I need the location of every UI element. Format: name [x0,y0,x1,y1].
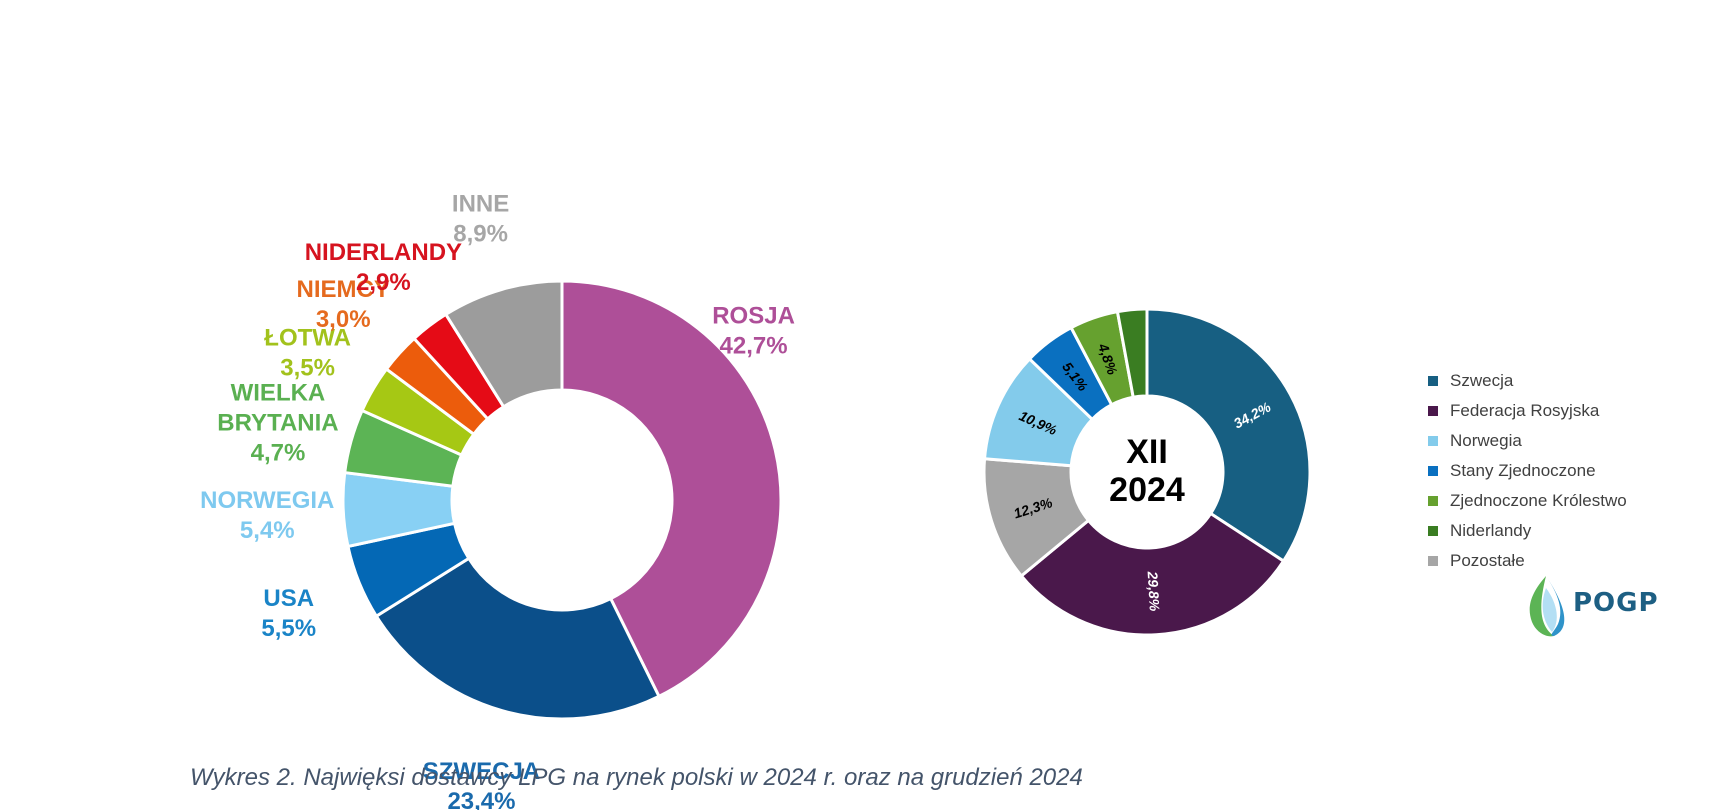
logo-text: POGP [1573,588,1659,618]
label-norwegia: NORWEGIA 5,4% [200,487,334,544]
legend-item-stany-zjednoczone: Stany Zjednoczone [1428,456,1627,486]
figure-caption: Wykres 2. Najwięksi dostawcy LPG na ryne… [190,764,1083,791]
slice-szwecja [374,556,661,721]
legend-swatch [1428,496,1438,506]
legend-swatch [1428,436,1438,446]
legend-item-niderlandy: Niderlandy [1428,516,1627,546]
label-usa: USA 5,5% [261,585,316,642]
slice-niderlandy [1115,307,1149,400]
value-label-federacja-rosyjska: 29,8% [1145,570,1163,612]
label-rosja: ROSJA 42,7% [712,303,795,360]
label-niderlandy: NIDERLANDY 2,9% [305,239,462,296]
legend-label: Niderlandy [1450,521,1532,540]
slice-inne [443,279,564,409]
label-inne: INNE 8,9% [452,190,509,247]
donut-chart-dec-2024: 34,2%29,8%12,3%10,9%5,1% 4,8% XII 2024 [982,307,1312,637]
legend-swatch [1428,376,1438,386]
legend: Szwecja Federacja Rosyjska Norwegia Stany Z… [1428,366,1627,576]
legend-swatch [1428,526,1438,536]
donut-chart-2024: ROSJA 42,7% SZWECJA 23,4% USA 5,5% NORWEGIA 5,4… [200,190,795,810]
legend-label: Zjednoczone Królestwo [1450,491,1627,510]
label-wielka-brytania: WIELKA BRYTANIA 4,7% [217,379,338,466]
legend-item-norwegia: Norwegia [1428,426,1627,456]
legend-label: Szwecja [1450,371,1514,390]
legend-item-szwecja: Szwecja [1428,366,1627,396]
center-label-month: XII [1126,433,1168,471]
leaf-drop-icon [1529,576,1565,637]
center-label-year: 2024 [1109,471,1185,509]
legend-label: Norwegia [1450,431,1522,450]
slice-rosja [560,279,783,699]
label-szwecja: SZWECJA 23,4% [423,758,540,810]
legend-label: Pozostałe [1450,551,1525,570]
legend-label: Federacja Rosyjska [1450,401,1600,420]
label-lotwa: ŁOTWA 3,5% [264,325,351,382]
legend-swatch [1428,466,1438,476]
legend-swatch [1428,556,1438,566]
slice-federacja-rosyjska [1019,511,1286,637]
label-niemcy: NIEMCY 3,0% [297,276,390,333]
legend-item-zjednoczone-krolestwo: Zjednoczone Królestwo [1428,486,1627,516]
legend-item-federacja-rosyjska: Federacja Rosyjska [1428,396,1627,426]
slice-szwecja [1145,307,1312,564]
legend-label: Stany Zjednoczone [1450,461,1596,480]
pogp-logo: POGP [1524,574,1674,640]
legend-item-pozostale: Pozostałe [1428,546,1627,576]
legend-swatch [1428,406,1438,416]
